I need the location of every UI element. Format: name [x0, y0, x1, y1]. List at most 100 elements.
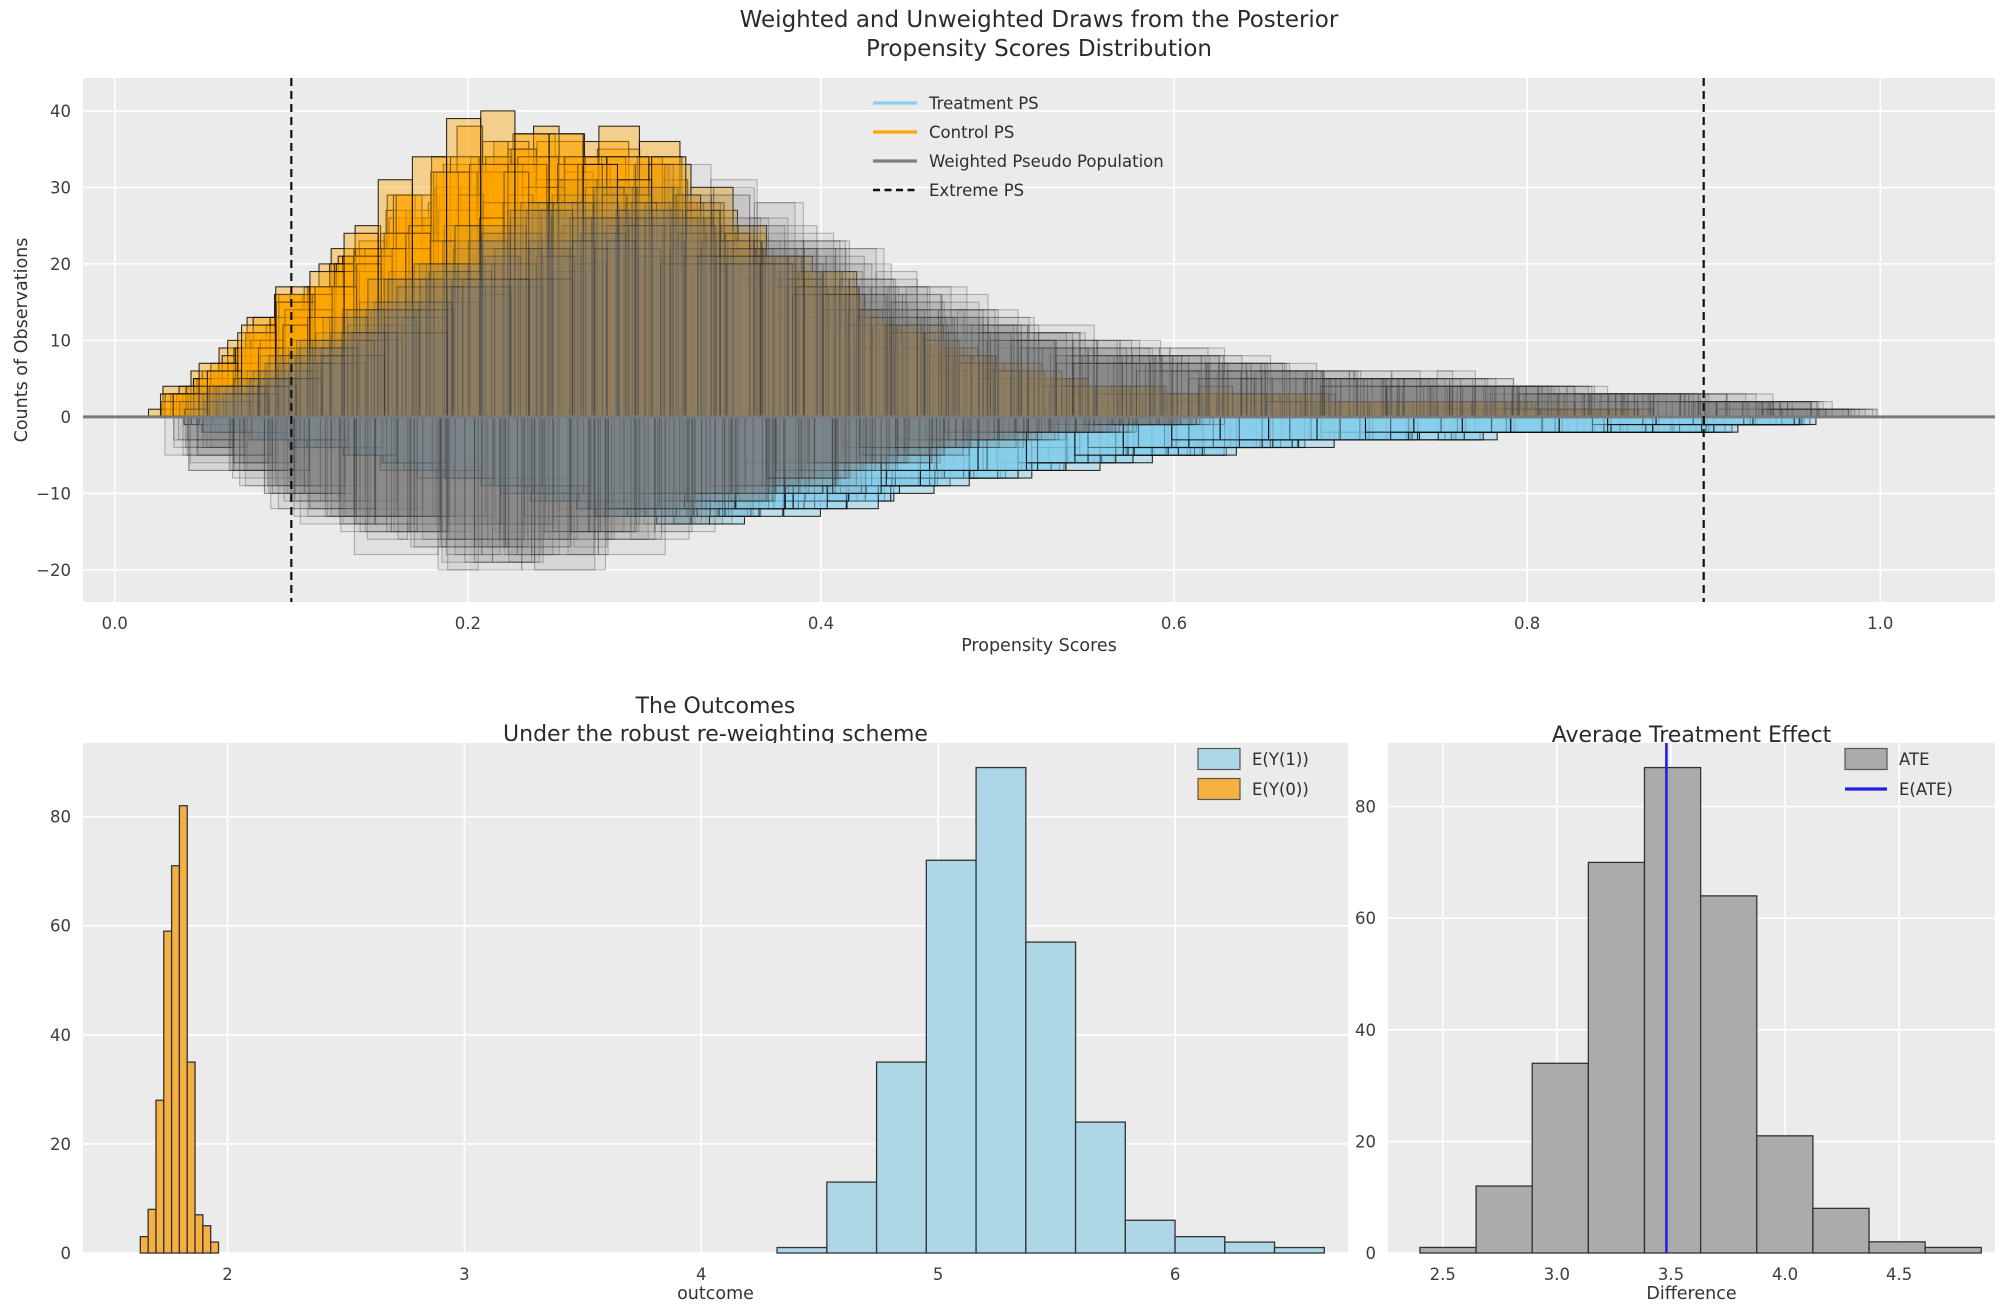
histogram-bar: [341, 332, 389, 418]
histogram-bar: [826, 1181, 878, 1254]
histogram-bar: [827, 316, 877, 418]
histogram-bar: [1493, 385, 1527, 418]
legend-label: Extreme PS: [929, 181, 1024, 200]
histogram-bar: [772, 248, 819, 418]
histogram-bar: [968, 416, 1019, 479]
histogram-bar: [1868, 1241, 1926, 1254]
histogram-bar: [870, 416, 905, 464]
x-tick-label: 0.8: [1514, 614, 1540, 633]
histogram-bar: [863, 293, 904, 418]
histogram-bar: [232, 416, 301, 479]
histogram-bar: [365, 309, 454, 418]
histogram-bar: [875, 1061, 927, 1254]
histogram-bar: [1028, 324, 1095, 418]
histogram-bar: [1325, 378, 1382, 418]
histogram-bar: [700, 248, 726, 418]
histogram-bar: [1204, 362, 1262, 418]
histogram-bar: [528, 248, 608, 418]
histogram-bar: [299, 416, 369, 525]
y-tick-label: 30: [50, 178, 71, 197]
histogram-bar: [1390, 378, 1434, 418]
histogram-bar: [837, 416, 888, 479]
histogram-bar: [1360, 378, 1400, 418]
histogram-bar: [1042, 347, 1089, 418]
histogram-bar: [1402, 378, 1451, 418]
histogram-bar: [1295, 378, 1342, 418]
posterior-draw: [237, 209, 1879, 418]
histogram-bar: [725, 240, 781, 418]
histogram-bar: [1121, 355, 1157, 418]
histogram-bar: [947, 332, 1012, 418]
histogram-bar: [598, 125, 640, 418]
histogram-bar: [953, 316, 989, 418]
histogram-bar: [1055, 339, 1099, 418]
histogram-bar: [419, 278, 482, 418]
histogram-bar: [1475, 1185, 1533, 1254]
histogram-bar: [388, 270, 430, 418]
histogram-bar: [631, 186, 674, 418]
histogram-bar: [1164, 416, 1198, 449]
histogram-bar: [592, 186, 639, 418]
histogram-bar: [1138, 355, 1183, 418]
histogram-bar: [685, 209, 721, 418]
histogram-bar: [396, 286, 464, 418]
histogram-bar: [1133, 416, 1169, 456]
histogram-bar: [457, 263, 504, 418]
histogram-bar: [356, 339, 403, 418]
histogram-bar: [822, 416, 873, 487]
histogram-bar: [954, 339, 988, 418]
histogram-bar: [1423, 385, 1458, 418]
histogram-bar: [1117, 416, 1155, 456]
top-chart-title-line2: Propensity Scores Distribution: [865, 36, 1213, 62]
histogram-bar: [558, 179, 598, 418]
histogram-bar: [228, 416, 285, 471]
histogram-bar: [869, 416, 933, 449]
x-tick-label: 0.0: [102, 614, 128, 633]
histogram-bar: [572, 217, 639, 418]
histogram-bar: [683, 416, 736, 510]
histogram-bar: [901, 293, 942, 418]
histogram-bar: [591, 217, 633, 418]
histogram-bar: [998, 339, 1054, 418]
y-tick-label: −10: [36, 484, 71, 503]
histogram-bar: [651, 156, 687, 418]
histogram-bar: [1430, 385, 1464, 418]
histogram-bar: [986, 339, 1020, 418]
histogram-bar: [870, 316, 947, 418]
histogram-bar: [1398, 385, 1432, 418]
histogram-bar: [855, 347, 895, 418]
histogram-bar: [1525, 385, 1568, 418]
histogram-bar: [547, 232, 617, 418]
histogram-bar: [558, 133, 586, 418]
histogram-bar: [796, 286, 829, 418]
histogram-bar: [719, 225, 754, 418]
histogram-bar: [1264, 370, 1312, 418]
posterior-draw: [233, 416, 1179, 540]
histogram-bar: [540, 209, 630, 418]
histogram-bar: [484, 255, 520, 418]
histogram-bar: [618, 225, 666, 418]
histogram-bar: [446, 286, 511, 418]
histogram-bar: [548, 416, 598, 494]
posterior-draw: [210, 416, 1202, 556]
histogram-bar: [822, 293, 887, 418]
posterior-draw: [202, 163, 1866, 418]
histogram-bar: [594, 416, 656, 540]
x-tick-label: 0.2: [455, 614, 481, 633]
histogram-bar: [552, 202, 579, 418]
histogram-bar: [487, 416, 529, 548]
histogram-bar: [616, 179, 653, 418]
histogram-bar: [1484, 385, 1551, 418]
histogram-bar: [759, 263, 824, 418]
histogram-bar: [977, 416, 1023, 471]
histogram-bar: [556, 416, 621, 510]
histogram-bar: [849, 416, 933, 464]
histogram-bar: [816, 248, 885, 418]
histogram-bar: [1158, 347, 1226, 418]
histogram-bar: [1074, 1121, 1126, 1254]
histogram-bar: [1427, 385, 1484, 418]
histogram-bar: [704, 217, 762, 418]
histogram-bar: [1019, 370, 1046, 418]
histogram-bar: [778, 416, 836, 487]
top-chart-ylabel: Counts of Observations: [12, 237, 32, 443]
